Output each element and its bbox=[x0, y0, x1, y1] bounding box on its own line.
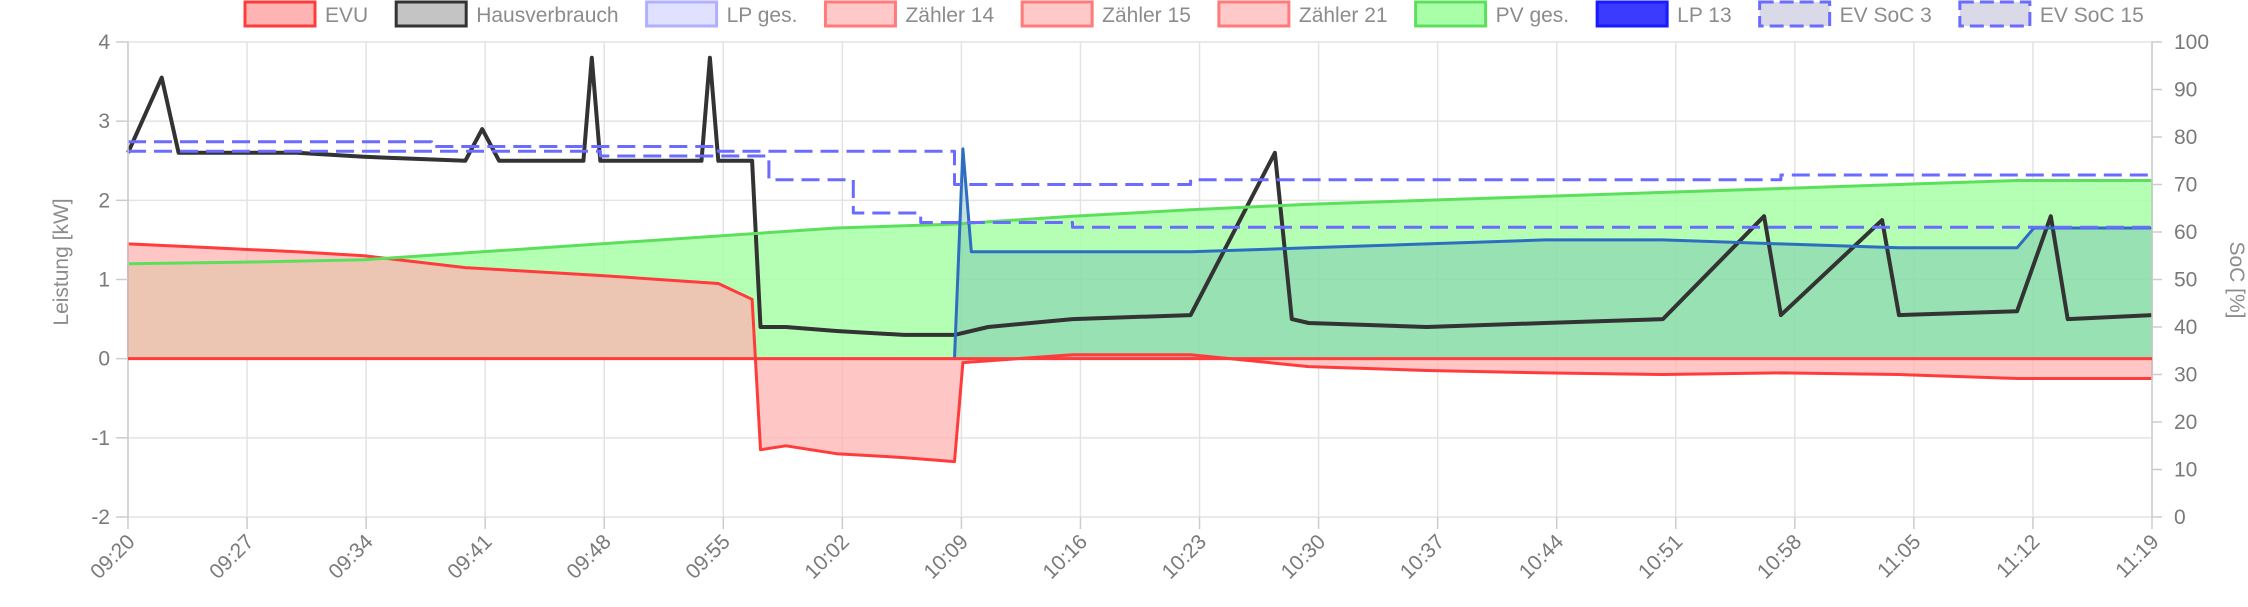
legend-swatch bbox=[394, 0, 468, 28]
y2-tick-label: 0 bbox=[2174, 506, 2186, 529]
x-tick-label: 10:44 bbox=[1515, 530, 1569, 584]
y-tick-label: 4 bbox=[98, 31, 110, 54]
legend-label: PV ges. bbox=[1496, 4, 1570, 27]
y-axis-title-right: SoC [%] bbox=[2225, 241, 2248, 318]
legend-swatch bbox=[1595, 0, 1669, 28]
x-tick-label: 11:12 bbox=[1992, 530, 2044, 582]
x-tick-label: 09:48 bbox=[562, 530, 615, 583]
legend-label: Zähler 14 bbox=[905, 4, 994, 27]
y2-tick-label: 60 bbox=[2174, 221, 2197, 244]
legend-label: EV SoC 3 bbox=[1840, 4, 1932, 27]
legend[interactable]: EVU Hausverbrauch LP ges. Zähler 14 Zähler 1… bbox=[243, 0, 2144, 28]
legend-label: Zähler 21 bbox=[1299, 4, 1388, 27]
y2-tick-label: 50 bbox=[2174, 269, 2197, 292]
y2-tick-label: 80 bbox=[2174, 126, 2197, 149]
legend-item-ev-soc-15[interactable]: EV SoC 15 bbox=[1958, 0, 2144, 28]
legend-item-z-hler-21[interactable]: Zähler 21 bbox=[1217, 0, 1388, 28]
series-line-pv-ges- bbox=[127, 179, 2152, 266]
area-lp-13 bbox=[954, 148, 2152, 359]
legend-swatch bbox=[243, 0, 317, 28]
y-tick-label: -1 bbox=[91, 427, 110, 450]
y2-tick-label: 40 bbox=[2174, 316, 2197, 339]
legend-label: Zähler 15 bbox=[1102, 4, 1191, 27]
x-tick-label: 10:30 bbox=[1277, 530, 1330, 583]
x-tick-label: 09:27 bbox=[205, 530, 258, 583]
series-line-ev-soc-3 bbox=[128, 140, 2152, 186]
legend-swatch bbox=[1414, 0, 1488, 28]
legend-label: Hausverbrauch bbox=[476, 4, 618, 27]
legend-swatch bbox=[1217, 0, 1291, 28]
series-line-ev-soc-15 bbox=[128, 149, 2152, 229]
y-tick-label: 1 bbox=[98, 269, 110, 292]
legend-item-pv-ges-[interactable]: PV ges. bbox=[1414, 0, 1570, 28]
legend-item-evu[interactable]: EVU bbox=[243, 0, 368, 28]
lines bbox=[126, 55, 2153, 464]
y2-tick-label: 100 bbox=[2174, 31, 2209, 54]
legend-label: EV SoC 15 bbox=[2040, 4, 2144, 27]
y-axis-title-left: Leistung [kW] bbox=[50, 198, 73, 325]
x-tick-label: 10:37 bbox=[1396, 530, 1449, 583]
x-tick-label: 09:55 bbox=[681, 530, 734, 583]
legend-label: LP ges. bbox=[727, 4, 798, 27]
x-tick-label: 11:05 bbox=[1873, 530, 1925, 582]
y2-tick-label: 30 bbox=[2174, 364, 2197, 387]
legend-swatch bbox=[1020, 0, 1094, 28]
x-tick-label: 10:02 bbox=[800, 530, 853, 583]
legend-swatch bbox=[1758, 0, 1832, 28]
x-tick-label: 10:23 bbox=[1158, 530, 1211, 583]
legend-item-hausverbrauch[interactable]: Hausverbrauch bbox=[394, 0, 619, 28]
series-line-hausverbrauch bbox=[126, 55, 2153, 337]
x-tick-label: 10:58 bbox=[1753, 530, 1806, 583]
y-tick-label: 0 bbox=[98, 348, 110, 371]
legend-label: LP 13 bbox=[1677, 4, 1732, 27]
y-tick-label: -2 bbox=[91, 506, 110, 529]
x-tick-label: 10:09 bbox=[920, 530, 973, 583]
x-tick-label: 09:34 bbox=[324, 530, 378, 584]
y2-tick-label: 20 bbox=[2174, 411, 2197, 434]
legend-item-ev-soc-3[interactable]: EV SoC 3 bbox=[1758, 0, 1932, 28]
series-line-lp-13 bbox=[953, 147, 2152, 359]
y2-tick-label: 90 bbox=[2174, 79, 2197, 102]
series-line-evu bbox=[127, 242, 2152, 464]
x-tick-label: 09:41 bbox=[443, 530, 496, 583]
y-tick-label: 2 bbox=[98, 189, 110, 212]
y-tick-label: 3 bbox=[98, 110, 110, 133]
x-tick-label: 10:51 bbox=[1634, 530, 1687, 583]
legend-label: EVU bbox=[325, 4, 368, 27]
y2-tick-label: 10 bbox=[2174, 459, 2197, 482]
x-tick-label: 10:16 bbox=[1039, 530, 1092, 583]
legend-item-lp-13[interactable]: LP 13 bbox=[1595, 0, 1732, 28]
legend-swatch bbox=[823, 0, 897, 28]
legend-item-z-hler-14[interactable]: Zähler 14 bbox=[823, 0, 994, 28]
x-tick-label: 09:20 bbox=[86, 530, 139, 583]
y2-tick-label: 70 bbox=[2174, 174, 2197, 197]
legend-swatch bbox=[1958, 0, 2032, 28]
x-tick-label: 11:19 bbox=[2111, 530, 2163, 582]
legend-item-lp-ges-[interactable]: LP ges. bbox=[645, 0, 798, 28]
legend-item-z-hler-15[interactable]: Zähler 15 bbox=[1020, 0, 1191, 28]
legend-swatch bbox=[645, 0, 719, 28]
areas bbox=[127, 148, 2153, 463]
